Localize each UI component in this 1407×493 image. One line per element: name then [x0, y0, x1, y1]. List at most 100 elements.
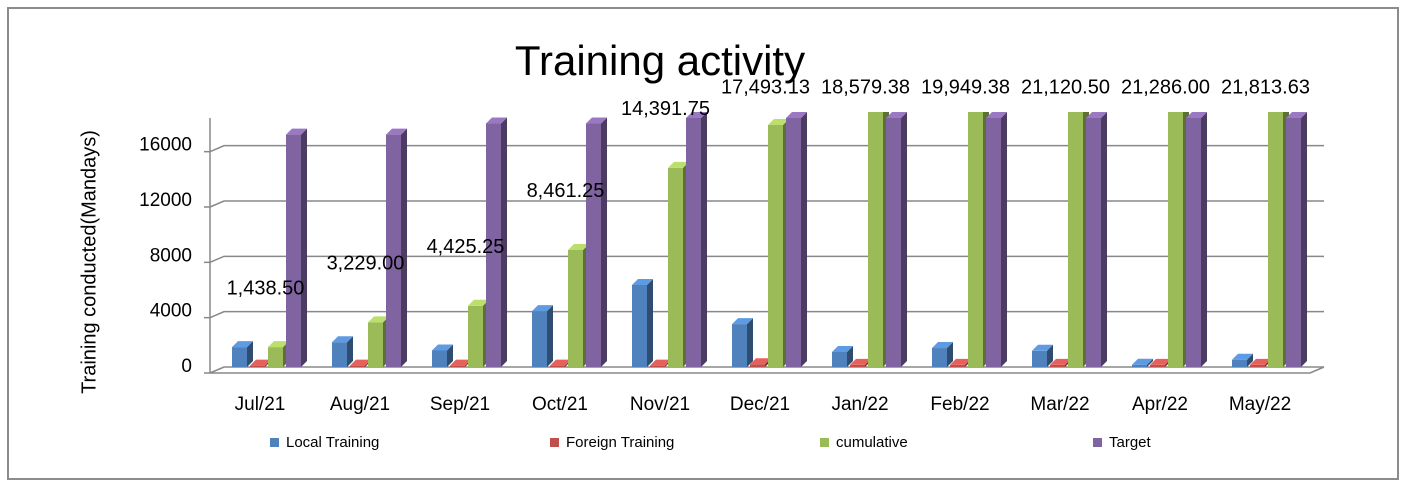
bar-top [350, 359, 371, 366]
bar-front [368, 322, 383, 367]
bar-front [450, 365, 465, 367]
legend-swatch [270, 438, 279, 447]
bar-side [647, 278, 653, 367]
bar-top [468, 299, 489, 306]
bar-front [386, 134, 401, 367]
bar-top [386, 128, 407, 135]
bar [932, 342, 953, 367]
bar-front [686, 118, 701, 367]
data-label: 3,229.00 [327, 253, 405, 275]
bar-side [301, 128, 307, 367]
bar-side [1247, 353, 1253, 367]
bar-top [532, 305, 553, 312]
bar-top [432, 344, 453, 351]
bar [786, 112, 807, 367]
y-tick-label: 0 [181, 356, 192, 377]
bar-top [1032, 344, 1053, 351]
legend-label: Target [1109, 434, 1152, 451]
bar-top [450, 359, 471, 366]
data-label: 19,949.38 [921, 76, 1010, 98]
bar-side [547, 305, 553, 367]
bar-front [250, 365, 265, 367]
x-tick-label: May/22 [1229, 394, 1291, 415]
data-label: 4,425.25 [427, 236, 505, 258]
bar-front [1050, 364, 1065, 367]
bar-front [968, 112, 983, 368]
x-tick-label: Aug/21 [330, 394, 390, 415]
bar-top [332, 336, 353, 343]
legend-label: Foreign Training [566, 434, 674, 451]
bar-top [550, 359, 571, 366]
bar-front [532, 311, 547, 367]
bar-front [432, 350, 447, 367]
bar-top [1150, 358, 1171, 365]
bar-side [1147, 358, 1153, 367]
y-tick-label: 4000 [150, 301, 192, 322]
x-tick-label: Feb/22 [930, 394, 989, 415]
y-tick-label: 12000 [139, 190, 192, 211]
bar-front [1268, 112, 1283, 367]
bar-top [950, 358, 971, 365]
bar [432, 344, 453, 367]
bar [1286, 112, 1307, 367]
bar-front [1086, 118, 1101, 367]
bar [468, 299, 489, 367]
legend-swatch [1093, 438, 1102, 447]
bar [868, 112, 889, 368]
bar [732, 318, 753, 367]
bar [286, 128, 307, 367]
bar [986, 112, 1007, 367]
bar-top [768, 119, 789, 126]
bar-front [786, 118, 801, 367]
bar [632, 278, 653, 367]
bar [1086, 112, 1107, 367]
bar [368, 316, 389, 367]
bar-front [986, 118, 1001, 367]
bar-side [1201, 112, 1207, 367]
bar-front [1232, 359, 1247, 367]
bar [886, 112, 907, 367]
bar-front [568, 249, 583, 367]
bar-top [686, 112, 707, 118]
bar-side [701, 112, 707, 367]
bar-top [268, 341, 289, 348]
bar-top [732, 318, 753, 325]
x-tick-label: Oct/21 [532, 394, 588, 415]
bar-top [932, 342, 953, 349]
data-label: 17,493.13 [721, 76, 810, 98]
bar [332, 336, 353, 367]
bar-front [286, 134, 301, 367]
bar [268, 341, 289, 367]
bar-top [1286, 112, 1307, 118]
bar [832, 345, 853, 367]
bar-top [1232, 353, 1253, 360]
bar-top [250, 359, 271, 366]
bar-front [350, 365, 365, 367]
grid-line [209, 255, 1324, 264]
bar-top [750, 358, 771, 365]
bar-front [1186, 118, 1201, 367]
bar-top [568, 243, 589, 250]
x-tick-label: Nov/21 [630, 394, 690, 415]
bar-front [750, 364, 765, 367]
bar-front [1032, 350, 1047, 367]
grid-line [209, 310, 1324, 319]
bar [1232, 353, 1253, 367]
bar [1032, 344, 1053, 367]
bar-top [232, 341, 253, 348]
bar-top [850, 358, 871, 365]
bar-front [868, 112, 883, 368]
bar [1068, 112, 1089, 368]
bar-top [1132, 358, 1153, 365]
x-tick-label: Jul/21 [235, 394, 286, 415]
bar-top [1086, 112, 1107, 118]
bar-side [901, 112, 907, 367]
bar [568, 243, 589, 367]
data-label: 21,120.50 [1021, 76, 1110, 98]
floor [210, 366, 1325, 374]
bars [232, 112, 1307, 368]
data-label: 21,286.00 [1121, 76, 1210, 98]
grid-line [209, 144, 1324, 153]
data-label: 18,579.38 [821, 76, 910, 98]
bar-front [550, 365, 565, 367]
